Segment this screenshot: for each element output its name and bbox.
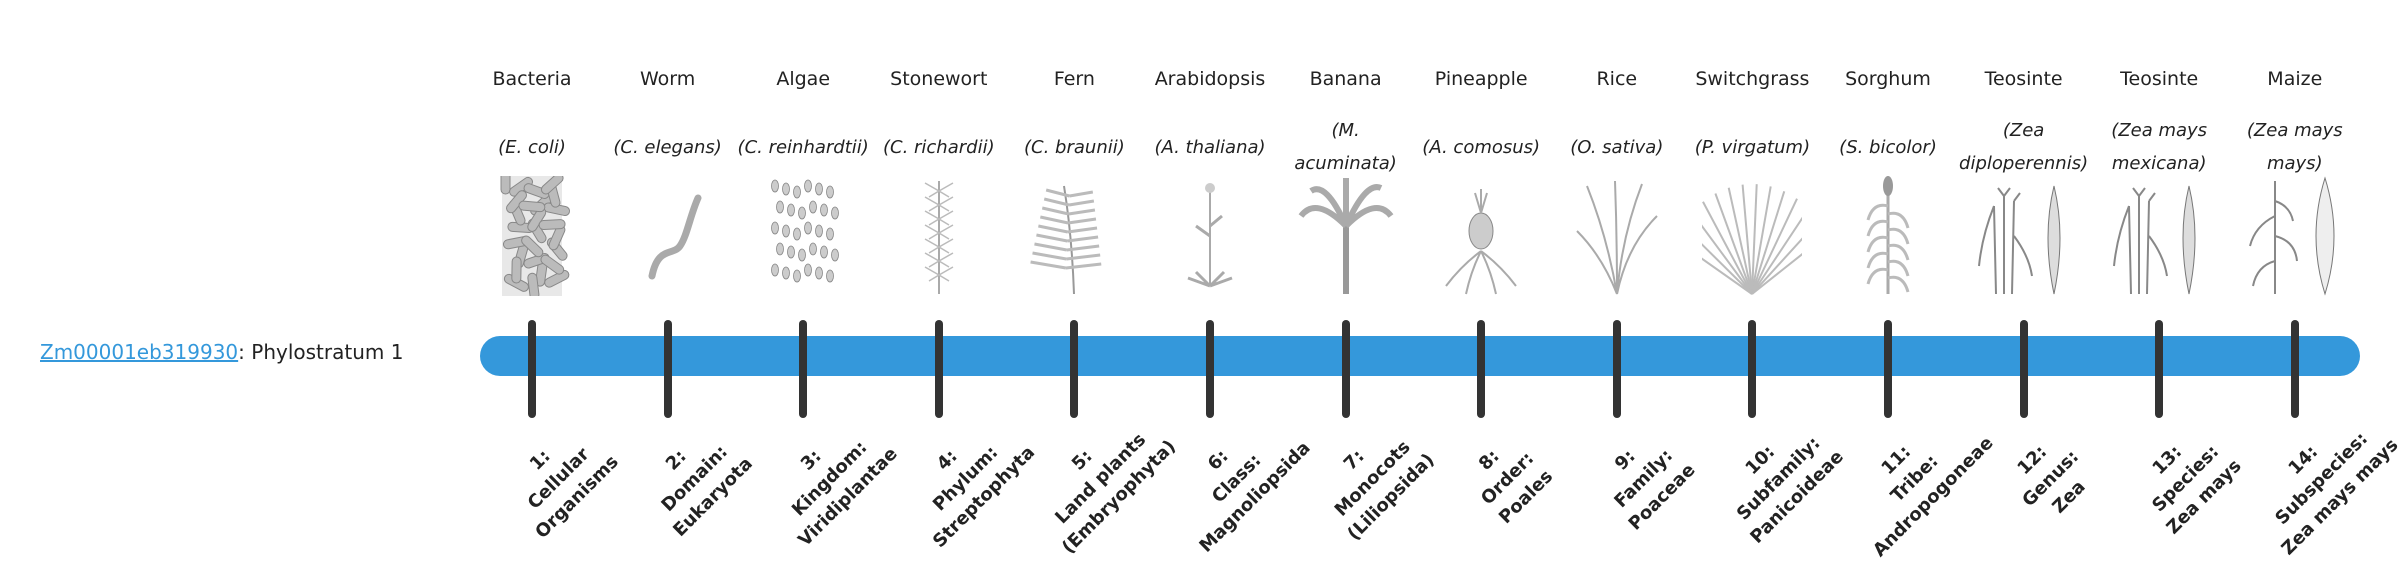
- scientific-name: (A. comosus): [1422, 136, 1541, 158]
- rank-label: 13: Species: Zea mays: [2102, 395, 2270, 563]
- stratum-tick: [1884, 320, 1892, 418]
- phylostrata-bar: [480, 336, 2360, 376]
- stratum-tick: [2290, 320, 2299, 418]
- stratum-tick: [1341, 320, 1350, 418]
- gene-label: Zm00001eb319930: Phylostratum 1: [40, 340, 403, 364]
- scientific-name: (C. richardii): [882, 136, 995, 158]
- organism-name: Bacteria: [492, 68, 572, 90]
- stratum-tick: [1070, 320, 1079, 418]
- stratum-tick: [799, 320, 808, 418]
- scientific-name-text: C. elegans: [620, 136, 715, 158]
- organism-name: Sorghum: [1845, 68, 1931, 90]
- scientific-name-text: Zea diploperennis: [1959, 120, 2082, 174]
- stratum-tick: [2155, 320, 2164, 418]
- teosinte-icon: [1977, 185, 2061, 295]
- scientific-name-text: C. braunii: [1031, 136, 1118, 158]
- scientific-name-text: C. reinhardtii: [744, 136, 862, 158]
- rank-label: 7: Monocots (Liliopsida): [1288, 395, 1456, 563]
- scientific-name: (S. bicolor): [1839, 136, 1937, 158]
- organism-name: Worm: [639, 68, 696, 90]
- scientific-name: (Zea diploperennis): [1959, 120, 2089, 174]
- scientific-name-text: A. comosus: [1429, 136, 1534, 158]
- rank-label: 1: Cellular Organisms: [475, 395, 643, 563]
- stratum-tick: [1612, 320, 1621, 418]
- phylostratum-text: : Phylostratum 1: [238, 340, 404, 364]
- rank-label: 8: Order: Poales: [1424, 395, 1592, 563]
- scientific-name-text: S. bicolor: [1846, 136, 1930, 158]
- algae-icon: [771, 179, 840, 283]
- organism-name: Fern: [1053, 68, 1095, 90]
- rank-label: 14: Subspecies: Zea mays mays: [2238, 395, 2400, 563]
- scientific-name-text: Zea mays mays: [2253, 120, 2343, 174]
- organism-name: Pineapple: [1434, 68, 1528, 90]
- stonewort-icon: [924, 181, 954, 294]
- organism-name: Algae: [776, 68, 831, 90]
- organism-name: Maize: [2267, 68, 2323, 90]
- rank-label: 11: Tribe: Andropogoneae: [1831, 395, 1999, 563]
- scientific-name-text: Zea mays mexicana: [2111, 120, 2208, 174]
- sorghum-icon: [1866, 176, 1910, 294]
- bacteria-icon: [500, 176, 571, 296]
- rank-label: 9: Family: Poaceae: [1560, 395, 1728, 563]
- stratum-tick: [1206, 320, 1214, 418]
- rank-label: 10: Subfamily: Panicoideae: [1695, 395, 1863, 563]
- scientific-name: (C. reinhardtii): [737, 136, 869, 158]
- gene-link[interactable]: Zm00001eb319930: [40, 340, 239, 364]
- stratum-tick: [1477, 320, 1486, 418]
- scientific-name: (A. thaliana): [1154, 136, 1266, 158]
- switchgrass-icon: [1702, 184, 1803, 295]
- stratum-tick: [2019, 320, 2028, 418]
- rank-label: 2: Domain: Eukaryota: [610, 395, 778, 563]
- organism-name: Switchgrass: [1695, 68, 1810, 90]
- stratum-tick: [663, 320, 672, 418]
- scientific-name: (Zea mays mexicana): [2111, 120, 2208, 174]
- scientific-name-text: E. coli: [505, 136, 559, 158]
- organism-name: Teosinte: [2120, 68, 2199, 90]
- organism-name: Banana: [1309, 68, 1382, 90]
- scientific-name-text: P. virgatum: [1701, 136, 1804, 158]
- rice-icon: [1576, 180, 1658, 295]
- scientific-name: (M. acuminata): [1294, 120, 1397, 174]
- banana-icon: [1298, 178, 1393, 294]
- scientific-name: (O. sativa): [1570, 136, 1664, 158]
- organism-name: Stonewort: [890, 68, 988, 90]
- stratum-tick: [934, 320, 943, 418]
- rank-label: 5: Land plants (Embryophyta): [1017, 395, 1185, 563]
- organism-name: Rice: [1596, 68, 1638, 90]
- stratum-tick: [528, 320, 536, 418]
- organism-name: Teosinte: [1984, 68, 2063, 90]
- teosinte-icon: [2113, 185, 2196, 295]
- scientific-name: (E. coli): [498, 136, 566, 158]
- rank-label: 4: Phylum: Streptophyta: [882, 395, 1050, 563]
- scientific-name-text: M. acuminata: [1294, 120, 1390, 174]
- scientific-name: (C. braunii): [1024, 136, 1125, 158]
- worm-icon: [648, 194, 702, 280]
- scientific-name: (C. elegans): [613, 136, 722, 158]
- rank-label: 12: Genus: Zea: [1966, 395, 2134, 563]
- fern-icon: [1030, 185, 1102, 295]
- scientific-name: (P. virgatum): [1694, 136, 1811, 158]
- arabidopsis-icon: [1187, 183, 1233, 288]
- rank-label: 3: Kingdom: Viridiplantae: [746, 395, 914, 563]
- rank-label: 6: Class: Magnoliopsida: [1153, 395, 1321, 563]
- stratum-tick: [1748, 320, 1757, 418]
- scientific-name: (Zea mays mays): [2246, 120, 2343, 174]
- maize-icon: [2248, 176, 2335, 296]
- scientific-name-text: A. thaliana: [1161, 136, 1259, 158]
- pineapple-icon: [1445, 189, 1517, 295]
- scientific-name-text: C. richardii: [890, 136, 988, 158]
- scientific-name-text: O. sativa: [1577, 136, 1657, 158]
- organism-name: Arabidopsis: [1154, 68, 1266, 90]
